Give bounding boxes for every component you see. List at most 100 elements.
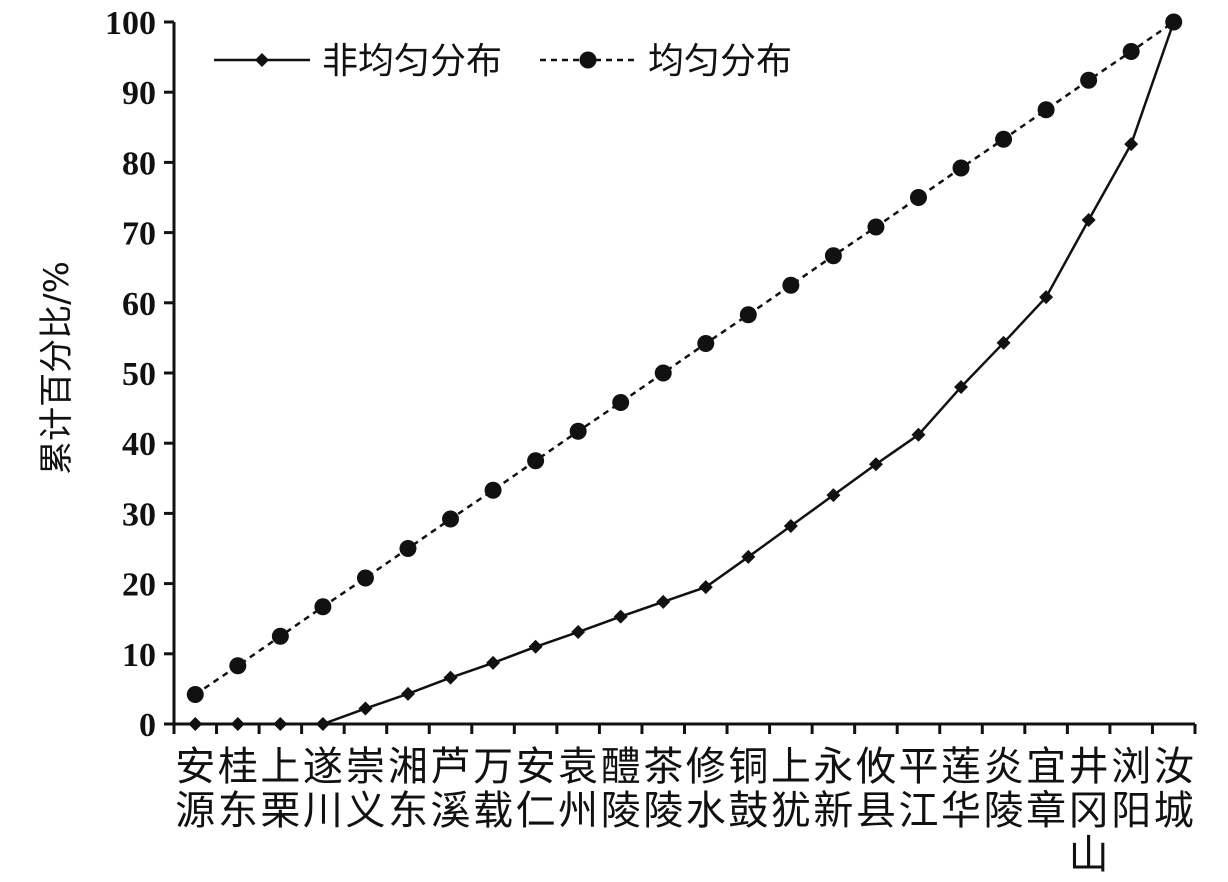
y-tick-label: 30 (122, 496, 156, 533)
plot-area: 0102030405060708090100安源桂东上栗遂川崇义湘东芦溪万载安仁… (105, 5, 1197, 878)
x-category-label: 冈 (1069, 788, 1109, 834)
series-point-circle (697, 335, 715, 353)
series-point-circle (1165, 13, 1183, 31)
x-category-label: 修 (686, 744, 726, 790)
series-point-circle (867, 218, 885, 236)
series-point-diamond (613, 609, 628, 624)
x-category-label: 茶 (643, 744, 683, 790)
legend-label: 均匀分布 (648, 41, 792, 82)
legend-label: 非均匀分布 (322, 41, 502, 82)
series-point-diamond (1124, 137, 1139, 152)
legend-marker-circle (579, 51, 597, 69)
x-category-label: 井 (1069, 744, 1109, 790)
x-category-label: 仁 (516, 788, 556, 834)
series-point-circle (527, 452, 545, 470)
series-point-diamond (486, 655, 501, 670)
x-category-label: 犹 (771, 788, 811, 834)
y-tick-label: 100 (105, 5, 156, 42)
series-point-circle (654, 364, 672, 382)
x-category-label: 炎 (984, 744, 1024, 790)
x-category-label: 栗 (260, 788, 300, 834)
series-point-diamond (783, 519, 798, 534)
series-point-diamond (230, 717, 245, 731)
x-category-label: 崇 (345, 744, 385, 790)
legend: 非均匀分布 均匀分布 (214, 41, 792, 82)
series-point-diamond (656, 594, 671, 609)
y-tick-label: 60 (122, 286, 156, 323)
x-category-label: 江 (898, 788, 938, 834)
x-category-label: 华 (941, 788, 981, 834)
series-point-diamond (698, 580, 713, 595)
series-point-circle (484, 481, 502, 499)
series-point-circle (782, 276, 800, 294)
x-category-label: 溪 (431, 788, 471, 834)
y-tick-label: 40 (122, 426, 156, 463)
y-tick-label: 80 (122, 145, 156, 182)
series-point-diamond (1039, 290, 1054, 305)
y-axis-title: 累计百分比/% (37, 261, 77, 475)
y-tick-label: 50 (122, 356, 156, 393)
series-point-circle (1080, 71, 1098, 89)
x-category-label: 陵 (643, 788, 683, 834)
x-category-label: 宜 (1026, 744, 1066, 790)
series-point-circle (739, 306, 757, 324)
x-category-label: 州 (558, 788, 598, 834)
x-category-label: 桂 (218, 744, 258, 790)
series-point-circle (995, 130, 1013, 148)
series-point-circle (1122, 42, 1140, 60)
series-point-diamond (826, 488, 841, 503)
legend-marker-diamond (255, 53, 269, 67)
x-category-label: 汝 (1154, 744, 1194, 790)
x-category-label: 湘 (388, 744, 428, 790)
x-category-label: 醴 (601, 744, 641, 790)
series-point-circle (356, 569, 374, 587)
series-point-diamond (273, 717, 288, 731)
series-point-circle (229, 657, 247, 675)
x-category-label: 遂 (303, 744, 343, 790)
series-point-circle (442, 510, 460, 528)
x-category-label: 攸 (856, 744, 896, 790)
y-tick-label: 20 (122, 567, 156, 604)
x-category-label: 川 (303, 788, 343, 834)
y-tick-label: 10 (122, 637, 156, 674)
y-tick-label: 70 (122, 216, 156, 253)
y-tick-label: 90 (122, 75, 156, 112)
series-point-circle (1037, 101, 1055, 119)
x-category-label: 陵 (984, 788, 1024, 834)
x-category-label: 浏 (1111, 744, 1151, 790)
x-category-label: 东 (218, 788, 258, 834)
series-point-diamond (911, 427, 926, 442)
series-point-diamond (443, 670, 458, 685)
x-category-label: 东 (388, 788, 428, 834)
x-category-label: 鼓 (728, 788, 768, 834)
series-point-diamond (315, 717, 330, 731)
x-category-label: 芦 (431, 744, 471, 790)
series-point-circle (569, 422, 587, 440)
x-category-label: 水 (686, 788, 726, 834)
x-category-label: 新 (813, 788, 853, 834)
x-category-label: 袁 (558, 744, 598, 790)
series-point-circle (271, 627, 289, 645)
series-point-circle (314, 598, 332, 616)
x-category-label: 上 (260, 744, 300, 790)
x-category-label: 县 (856, 788, 896, 834)
series-point-diamond (996, 335, 1011, 350)
x-category-label: 平 (898, 744, 938, 790)
series-point-diamond (188, 717, 203, 731)
series-point-circle (399, 540, 417, 557)
x-category-label: 山 (1069, 832, 1109, 878)
x-category-label: 源 (175, 788, 215, 834)
series-point-circle (909, 189, 927, 206)
series-point-diamond (571, 625, 586, 640)
series-point-diamond (358, 701, 373, 716)
x-category-label: 陵 (601, 788, 641, 834)
series-point-diamond (741, 549, 756, 564)
series-point-circle (612, 393, 630, 411)
x-category-label: 莲 (941, 744, 981, 790)
y-tick-label: 0 (139, 707, 156, 744)
series-point-diamond (868, 457, 883, 472)
series-point-circle (952, 159, 970, 177)
series-line (195, 21, 1175, 726)
series-point-diamond (954, 380, 969, 395)
